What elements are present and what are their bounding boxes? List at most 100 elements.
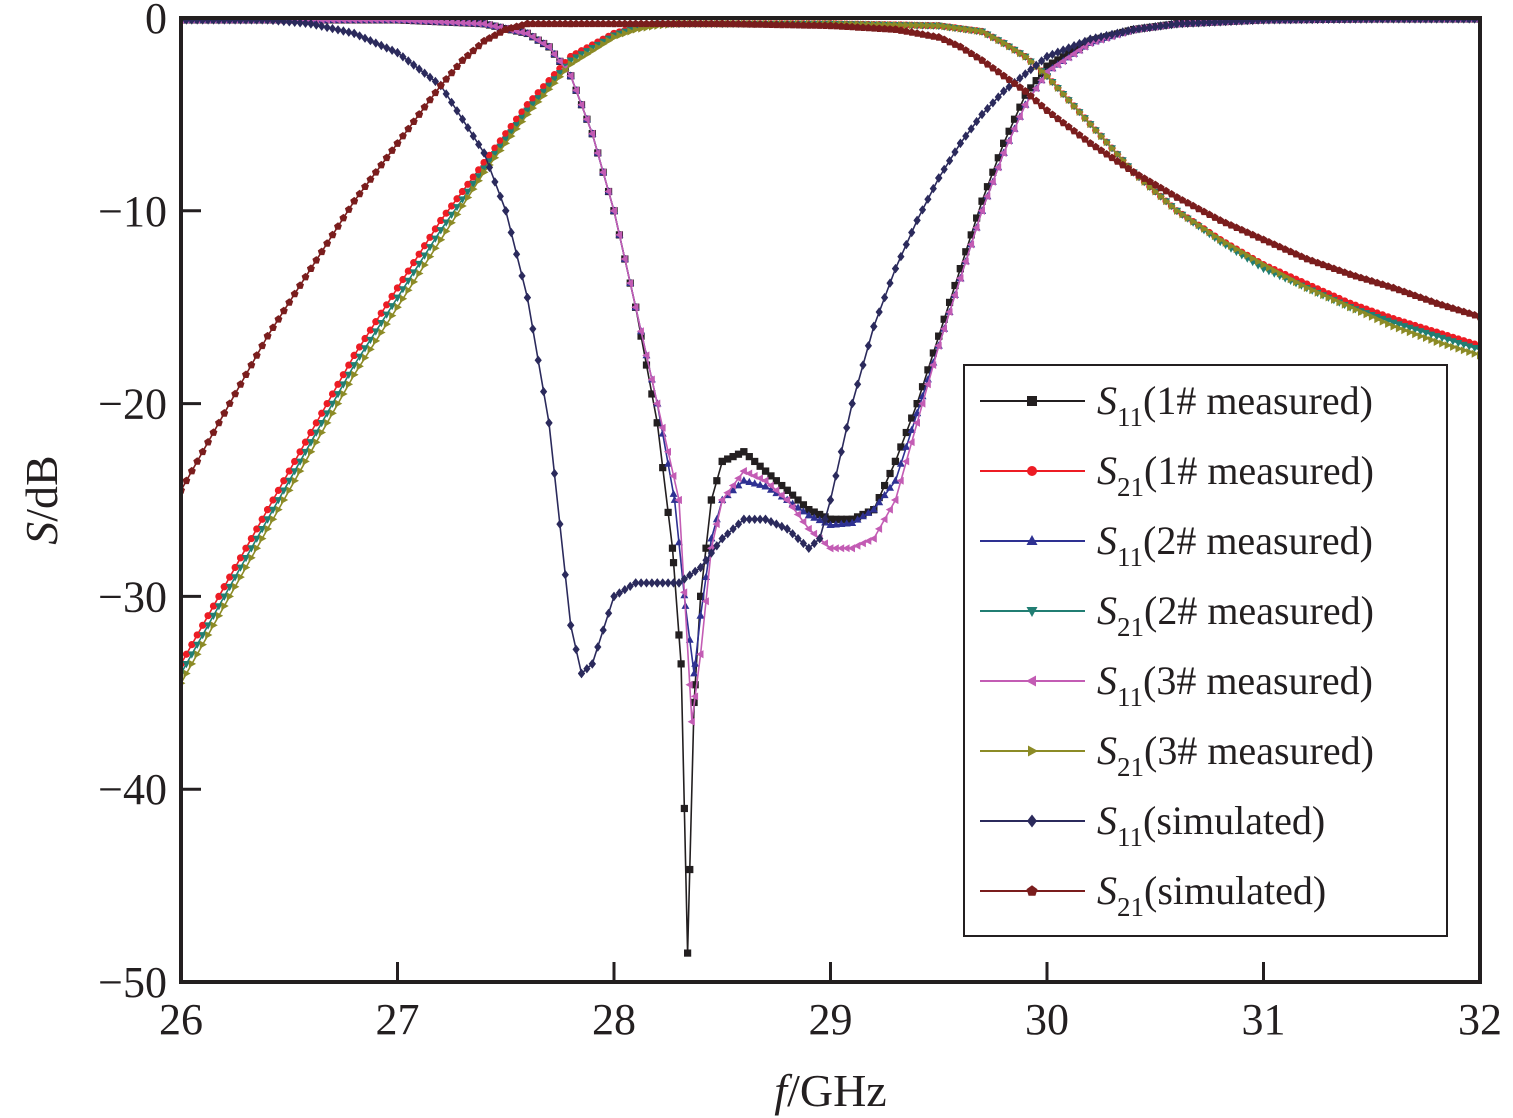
data-point	[247, 545, 256, 553]
legend-item: S11(1# measured)	[980, 378, 1373, 432]
data-point	[199, 621, 207, 629]
data-point	[805, 506, 813, 514]
data-point	[420, 103, 429, 111]
data-point	[1444, 341, 1452, 350]
data-point	[902, 457, 910, 466]
legend-text: (2# measured)	[1144, 588, 1374, 633]
data-point	[523, 107, 532, 115]
data-point	[1428, 336, 1436, 344]
data-point	[599, 625, 607, 635]
data-point	[534, 355, 542, 365]
data-point	[799, 538, 807, 549]
data-point	[253, 544, 262, 553]
data-point	[789, 491, 797, 499]
data-point	[496, 143, 505, 151]
data-point	[1092, 126, 1100, 134]
data-point	[843, 423, 851, 433]
legend-symbol: S	[1097, 868, 1117, 913]
data-point	[1086, 139, 1095, 147]
data-point	[978, 197, 986, 205]
data-point	[794, 496, 802, 504]
data-point	[604, 187, 612, 196]
data-point	[799, 21, 808, 29]
data-point	[983, 103, 992, 114]
data-point	[546, 85, 554, 94]
data-point	[898, 21, 906, 29]
data-point	[1010, 115, 1019, 123]
data-point	[519, 117, 527, 126]
data-point	[669, 559, 678, 567]
data-point	[627, 27, 635, 36]
data-point	[940, 315, 948, 323]
data-point	[1282, 272, 1290, 281]
data-point	[437, 216, 445, 225]
data-point	[225, 399, 234, 407]
data-point	[539, 19, 548, 28]
data-point	[967, 124, 975, 134]
data-point	[1439, 339, 1447, 348]
data-point	[957, 24, 965, 33]
data-point	[475, 166, 483, 174]
data-point	[431, 225, 439, 233]
data-point	[404, 267, 412, 275]
data-point	[356, 362, 364, 371]
legend-symbol: S	[1097, 658, 1117, 703]
data-point	[664, 459, 673, 467]
data-point	[891, 496, 899, 504]
data-point	[529, 95, 537, 103]
data-point	[393, 48, 402, 58]
y-axis-label: S/dB	[16, 455, 67, 544]
data-point	[285, 18, 293, 27]
data-point	[480, 148, 488, 158]
data-point	[718, 457, 726, 466]
data-point	[972, 223, 980, 232]
data-point	[453, 195, 461, 203]
data-point	[236, 380, 245, 388]
data-point	[274, 497, 283, 505]
data-point	[518, 114, 526, 123]
data-point	[572, 54, 581, 62]
data-point	[777, 491, 785, 500]
data-point	[1157, 21, 1165, 31]
data-point	[209, 602, 218, 610]
data-point	[675, 631, 683, 639]
data-point	[680, 804, 688, 813]
data-point	[1091, 142, 1100, 151]
data-point	[1021, 87, 1030, 95]
data-point	[485, 162, 494, 173]
data-point	[328, 23, 337, 34]
data-point	[194, 650, 202, 659]
data-point	[994, 67, 1003, 76]
data-point	[501, 136, 510, 144]
data-point	[734, 519, 743, 529]
data-point	[1027, 84, 1035, 92]
data-point	[226, 592, 234, 601]
data-point	[1097, 146, 1106, 154]
data-point	[415, 260, 424, 269]
data-point	[474, 41, 483, 50]
data-point	[864, 508, 873, 516]
data-point	[1336, 298, 1344, 307]
data-point	[209, 612, 218, 620]
data-point	[334, 380, 342, 388]
data-point	[496, 137, 504, 145]
data-point	[881, 292, 889, 303]
legend-label: S21(2# measured)	[1097, 588, 1374, 642]
data-point	[291, 476, 299, 485]
data-point	[1303, 284, 1312, 292]
data-point	[761, 20, 770, 28]
data-point	[275, 505, 283, 514]
legend-item: S21(3# measured)	[980, 728, 1374, 782]
data-point	[409, 269, 418, 277]
data-point	[442, 75, 451, 83]
legend-marker	[1026, 535, 1038, 545]
data-point	[501, 25, 510, 33]
data-point	[339, 371, 347, 379]
data-point	[756, 514, 764, 524]
data-point	[1021, 69, 1029, 79]
data-point	[914, 21, 922, 30]
data-point	[1070, 41, 1078, 51]
data-point	[767, 472, 775, 480]
data-point	[1195, 221, 1203, 230]
data-point	[508, 132, 516, 141]
